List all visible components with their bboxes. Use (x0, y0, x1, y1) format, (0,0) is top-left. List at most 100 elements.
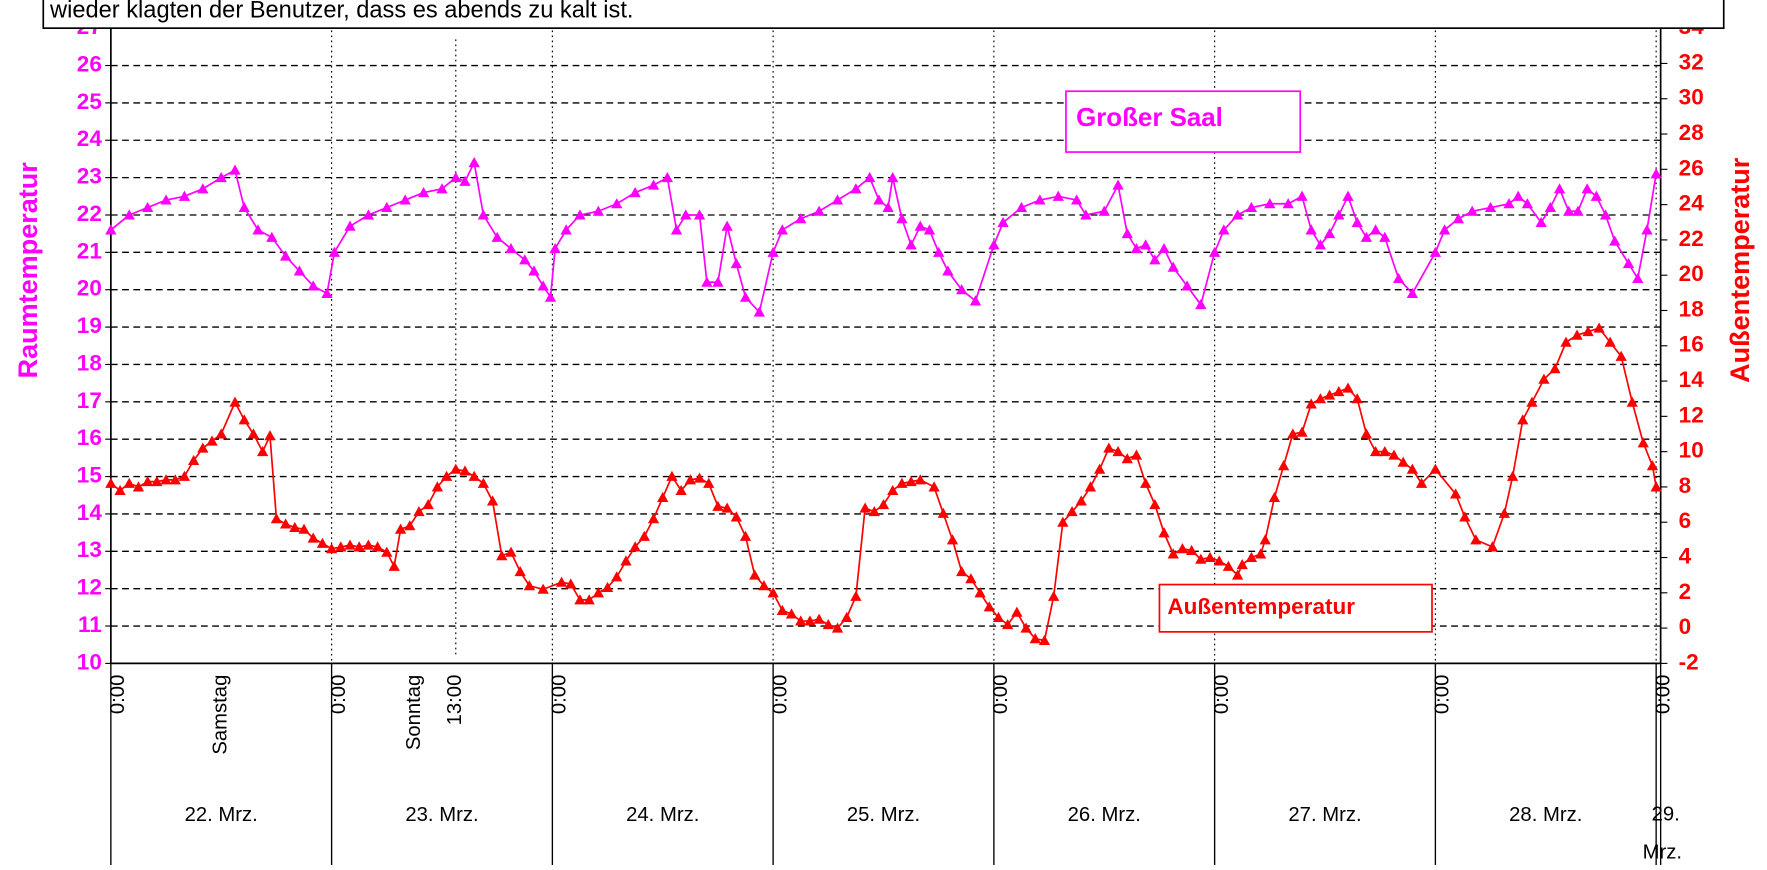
data-point (703, 477, 715, 488)
data-point (1369, 446, 1382, 457)
data-point (132, 481, 145, 492)
data-point (399, 194, 411, 205)
data-point (776, 604, 788, 615)
y-tick-label: 11 (78, 612, 102, 637)
x-tick-label: 0:00 (769, 675, 791, 714)
data-point (956, 284, 968, 295)
data-point (657, 491, 669, 503)
data-point (1470, 534, 1482, 545)
data-point (813, 613, 825, 624)
data-point (1351, 216, 1363, 227)
data-point (767, 246, 779, 257)
data-point (459, 175, 471, 186)
y-tick-label: 24 (77, 126, 103, 151)
y2-tick-label: -2 (1679, 649, 1699, 674)
data-point (1264, 198, 1276, 209)
data-point (1094, 463, 1106, 474)
data-point (215, 428, 227, 439)
data-point (680, 209, 692, 220)
y2-tick-label: 8 (1679, 473, 1692, 498)
data-point (549, 242, 561, 254)
data-point (362, 209, 375, 220)
data-point (505, 546, 517, 557)
data-point (1149, 498, 1161, 510)
data-point (178, 190, 191, 201)
data-point (574, 209, 586, 220)
y-tick-label: 10 (77, 649, 102, 674)
data-point (307, 280, 319, 291)
y2-tick-label: 32 (1679, 49, 1704, 74)
data-point (436, 183, 448, 194)
y-tick-label: 12 (77, 575, 102, 600)
data-point (555, 576, 568, 587)
data-point (1057, 516, 1069, 527)
data-point (1571, 329, 1583, 340)
data-point (238, 201, 250, 213)
data-point (247, 428, 260, 439)
data-point (353, 541, 365, 552)
data-point (1521, 198, 1534, 209)
data-point (1098, 205, 1110, 216)
data-point (1158, 527, 1170, 538)
data-point (1379, 231, 1391, 242)
data-point (850, 590, 862, 601)
data-point (477, 209, 490, 220)
data-point (1066, 506, 1078, 517)
y2-tick-label: 30 (1679, 85, 1704, 110)
data-point (965, 573, 977, 584)
data-point (638, 530, 650, 541)
data-point (105, 224, 117, 235)
data-point (1254, 548, 1267, 559)
data-point (592, 587, 604, 598)
data-point (1590, 190, 1602, 201)
data-point (1622, 257, 1635, 269)
y2-tick-label: 28 (1679, 120, 1704, 145)
data-point (983, 601, 995, 612)
data-point (629, 541, 641, 552)
data-point (1369, 224, 1382, 235)
data-point (822, 618, 834, 630)
data-point (105, 477, 117, 488)
day-label: 23. Mrz. (405, 804, 478, 826)
data-point (574, 594, 586, 605)
data-point (684, 474, 696, 485)
data-point (1112, 446, 1124, 457)
data-point (1071, 194, 1083, 205)
data-point (123, 209, 135, 220)
data-point (776, 224, 788, 235)
header-text: wieder klagten der Benutzer, dass es abe… (49, 0, 633, 24)
data-point (1429, 463, 1442, 474)
data-point (1195, 299, 1207, 310)
data-point (1034, 194, 1046, 205)
data-point (887, 484, 899, 495)
data-point (1572, 205, 1584, 216)
data-point (1186, 544, 1198, 555)
data-point (887, 171, 899, 183)
data-point (1084, 481, 1097, 492)
data-point (528, 265, 540, 276)
data-point (328, 246, 341, 257)
data-point (1563, 205, 1575, 216)
data-point (151, 476, 163, 487)
data-point (1218, 224, 1230, 235)
data-point (1650, 168, 1662, 179)
y2-tick-label: 24 (1679, 191, 1705, 216)
y2-tick-label: 10 (1679, 438, 1704, 463)
data-point (514, 566, 526, 577)
data-point (307, 532, 319, 543)
data-point (1615, 350, 1627, 361)
data-point (1484, 201, 1497, 213)
data-point (675, 484, 687, 495)
data-point (178, 470, 191, 481)
y-tick-label: 15 (77, 463, 102, 488)
data-point (1130, 449, 1143, 460)
data-point (1323, 389, 1336, 400)
data-point (1388, 449, 1400, 460)
data-point (647, 513, 660, 524)
day-label: 26. Mrz. (1068, 804, 1141, 826)
y-tick-label: 25 (77, 89, 102, 114)
data-point (394, 523, 407, 534)
data-point (1406, 287, 1419, 298)
data-point (1181, 280, 1193, 291)
